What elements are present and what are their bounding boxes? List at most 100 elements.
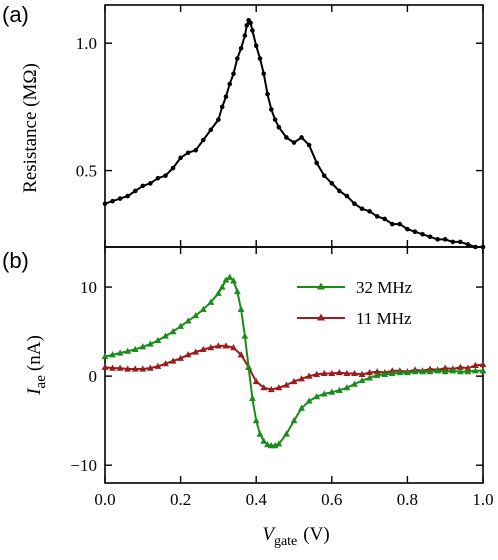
resistance-point: [257, 56, 263, 61]
series-11mhz-point: [472, 361, 479, 369]
legend: 32 MHz 11 MHz: [297, 278, 413, 328]
series-32mhz-point: [290, 417, 298, 424]
series-32mhz-point: [116, 349, 124, 356]
series-32mhz-point: [252, 417, 260, 424]
resistance-point: [250, 28, 255, 33]
resistance-point: [458, 239, 463, 245]
series-11mhz-point: [343, 369, 351, 377]
series-11mhz-point: [305, 372, 313, 379]
series-11mhz-point: [116, 364, 124, 371]
resistance-point: [374, 214, 380, 219]
resistance-point: [155, 175, 161, 181]
series-11mhz-point: [464, 364, 472, 371]
series-32mhz-point: [230, 277, 237, 284]
resistance-point: [242, 33, 248, 38]
series-32mhz-point: [154, 336, 162, 344]
series-11mhz-point: [313, 370, 321, 377]
resistance-point: [163, 173, 168, 178]
resistance-point: [442, 237, 448, 242]
resistance-point: [420, 231, 425, 237]
series-32mhz-point: [192, 311, 200, 319]
resistance-point: [231, 71, 236, 77]
series-11mhz-point: [366, 368, 373, 376]
series-32mhz-point: [215, 289, 222, 296]
resistance-point: [193, 147, 199, 153]
series-32mhz-point: [124, 347, 132, 354]
series-32mhz-point: [298, 404, 305, 411]
resistance-point: [272, 117, 278, 122]
series-11mhz-point: [260, 384, 268, 391]
series-32mhz-point: [169, 328, 177, 335]
series-32mhz-point: [396, 368, 404, 376]
series-11mhz-point: [124, 365, 132, 372]
panel-b-x-tick-label: 0.8: [397, 490, 418, 509]
series-32mhz-point: [411, 368, 419, 375]
x-label-symbol: V: [262, 524, 276, 545]
series-32mhz-point: [426, 368, 434, 375]
series-11mhz-point: [131, 365, 139, 372]
resistance-point: [306, 142, 312, 148]
series-11mhz-point: [290, 377, 298, 385]
series-32mhz-point: [226, 273, 234, 280]
resistance-point: [223, 94, 229, 100]
y-label-symbol: I: [24, 387, 45, 396]
series-11mhz-point: [184, 351, 192, 358]
series-32mhz-point: [241, 332, 249, 339]
resistance-point: [314, 160, 319, 166]
series-11mhz-point: [146, 364, 154, 371]
resistance-point: [117, 196, 123, 201]
x-label-unit: (V): [303, 524, 329, 545]
series-32mhz-point: [237, 305, 245, 312]
resistance-point: [265, 91, 270, 97]
series-32mhz-point: [358, 376, 366, 384]
resistance-point: [352, 201, 357, 206]
series-32mhz-point: [256, 430, 264, 437]
resistance-point: [299, 135, 304, 140]
resistance-point: [248, 20, 253, 26]
series-11mhz-point: [298, 375, 305, 382]
series-32mhz-point: [404, 368, 411, 376]
series-11mhz-point: [109, 364, 116, 371]
panel-b-x-tick-label: 0.0: [94, 490, 115, 509]
series-32mhz-point: [479, 367, 487, 374]
panel-b-x-tick-label: 0.6: [321, 490, 342, 509]
panel-b-x-tick-label: 1.0: [472, 490, 493, 509]
series-11mhz-point: [215, 342, 222, 349]
series-11mhz-point: [154, 362, 162, 369]
series-32mhz-point: [441, 368, 449, 375]
panel-a-y-ticks: 0.5 1.0: [76, 5, 484, 247]
panel-b-series: [101, 273, 487, 449]
legend-label-32mhz: 32 MHz: [356, 278, 413, 297]
series-32mhz-point: [464, 368, 472, 375]
series-32mhz-point: [233, 287, 241, 295]
resistance-point: [269, 107, 274, 112]
resistance-point: [148, 181, 153, 186]
series-11mhz-point: [328, 369, 336, 377]
series-11mhz-point: [177, 354, 184, 361]
series-32mhz-point: [320, 390, 328, 397]
resistance-point: [450, 239, 456, 245]
series-32mhz-point: [472, 367, 479, 374]
series-11mhz-point: [351, 369, 358, 377]
panel-b-y-tick-label: 10: [80, 278, 97, 297]
series-11mhz-point: [237, 351, 245, 358]
series-32mhz-point: [305, 397, 313, 404]
series-32mhz-point: [381, 370, 389, 377]
resistance-point: [102, 201, 108, 206]
series-11mhz-point: [335, 368, 343, 376]
series-32mhz-point: [335, 386, 343, 393]
series-32mhz-point: [162, 332, 169, 339]
resistance-point: [235, 56, 240, 61]
resistance-point: [178, 155, 183, 161]
series-32mhz-point: [366, 374, 373, 381]
series-32mhz-point: [218, 283, 226, 290]
resistance-point: [132, 188, 138, 194]
series-32mhz-point: [343, 384, 351, 391]
resistance-point: [140, 183, 146, 189]
series-32mhz-point: [373, 371, 381, 378]
series-11mhz-point: [162, 360, 169, 367]
resistance-point: [397, 221, 403, 227]
panel-b-x-tick-label: 0.2: [170, 490, 191, 509]
series-32mhz-point: [313, 393, 321, 400]
